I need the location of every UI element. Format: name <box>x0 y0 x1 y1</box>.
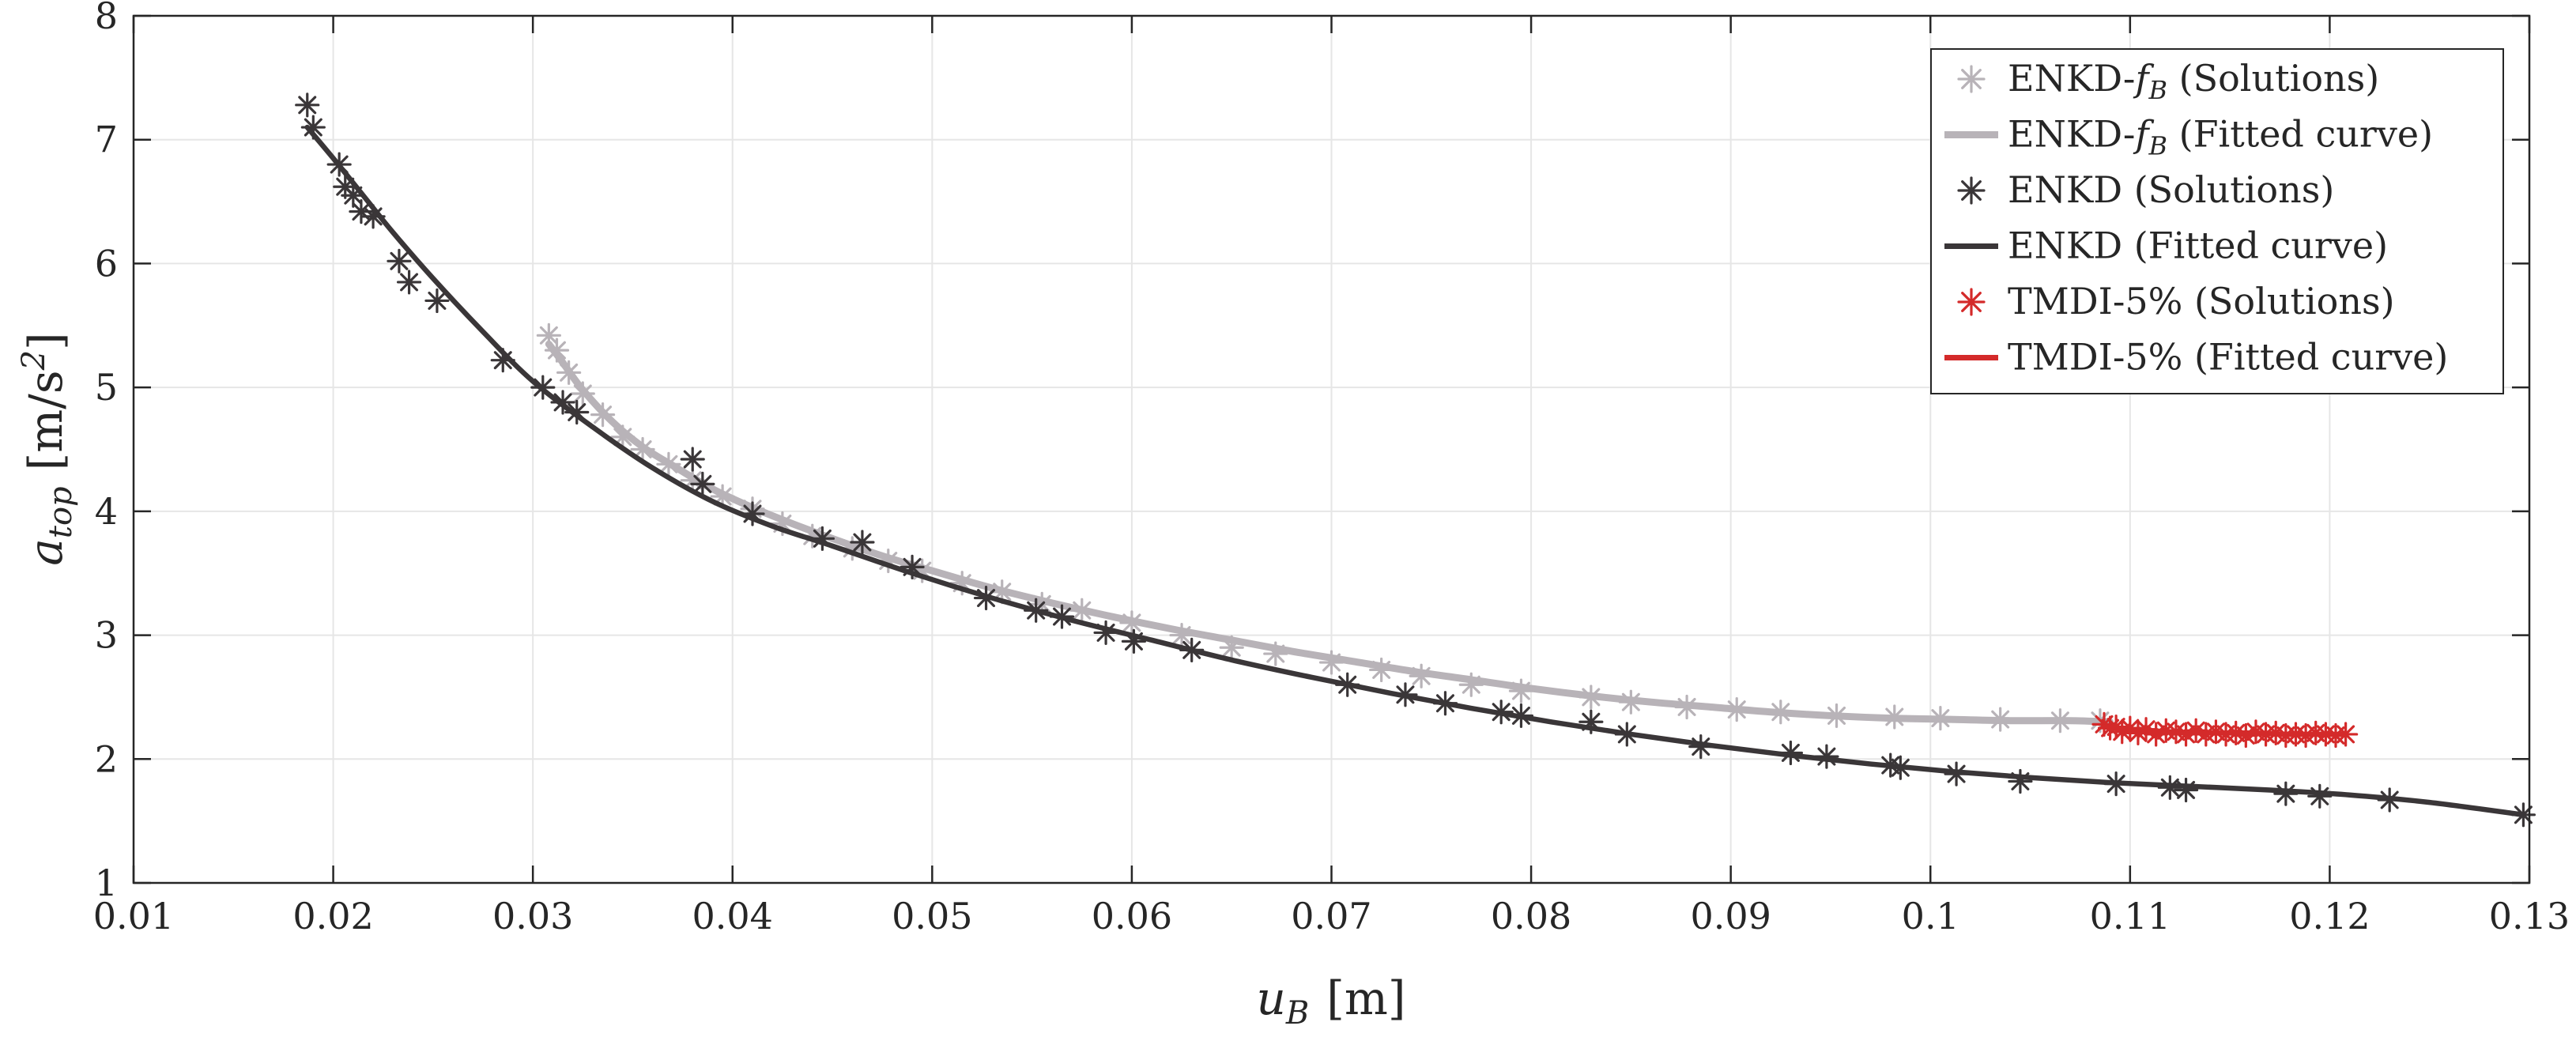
legend-label-text: ENKD- <box>2008 57 2135 100</box>
y-tick-label: 2 <box>95 737 118 780</box>
fitted-curve <box>2101 724 2348 737</box>
legend-label: ENKD (Solutions) <box>2008 168 2334 211</box>
legend-label: ENKD (Fitted curve) <box>2008 224 2388 267</box>
x-tick-label: 0.09 <box>1690 895 1771 937</box>
legend-marker-swatch <box>1957 176 1986 205</box>
x-axis-label: uB [m] <box>1256 971 1405 1032</box>
x-axis-symbol: u <box>1256 971 1285 1025</box>
solution-marker <box>690 471 715 496</box>
legend-label-text: TMDI-5% (Solutions) <box>2008 280 2395 322</box>
x-tick-label: 0.13 <box>2489 895 2570 937</box>
legend-label-subscript: B <box>2148 75 2168 105</box>
y-axis-unit-close: ] <box>19 332 73 350</box>
x-tick-label: 0.03 <box>492 895 573 937</box>
legend-marker-swatch <box>1957 288 1986 316</box>
x-tick-label: 0.12 <box>2289 895 2370 937</box>
y-axis-unit: [m/s <box>19 370 73 470</box>
solution-marker <box>2008 768 2033 794</box>
fitted-curve <box>304 124 2526 818</box>
legend-label: ENKD-fB (Fitted curve) <box>2008 113 2433 161</box>
x-tick-label: 0.02 <box>292 895 373 937</box>
tick-labels: 0.01 0.02 0.03 0.04 0.05 0.06 0.07 0.08 0.09 0.1 0… <box>93 0 2570 937</box>
legend-label-text: ENKD (Solutions) <box>2008 168 2334 211</box>
x-tick-label: 0.05 <box>892 895 972 937</box>
x-tick-label: 0.1 <box>1902 895 1959 937</box>
legend-marker-swatch <box>1957 65 1986 93</box>
x-tick-label: 0.06 <box>1092 895 1172 937</box>
series-enkd_fb-line <box>545 340 2114 726</box>
x-axis-subscript: B <box>1285 995 1309 1032</box>
y-tick-label: 3 <box>95 614 118 657</box>
y-axis-subscript: top <box>43 486 79 538</box>
series-layer <box>295 92 2536 828</box>
x-tick-label: 0.04 <box>692 895 773 937</box>
y-axis-symbol: a <box>19 538 73 566</box>
y-tick-label: 8 <box>95 0 118 37</box>
x-tick-label: 0.08 <box>1491 895 1571 937</box>
solution-marker <box>424 288 450 314</box>
legend-label-text: TMDI-5% (Fitted curve) <box>2008 336 2448 379</box>
solution-marker <box>2173 777 2199 803</box>
x-tick-label: 0.11 <box>2090 895 2171 937</box>
y-tick-label: 6 <box>95 242 118 285</box>
legend-label-suffix: (Solutions) <box>2167 57 2379 100</box>
y-tick-label: 1 <box>95 862 118 904</box>
y-axis-unit-exponent: 2 <box>16 350 52 371</box>
y-tick-label: 4 <box>95 490 118 533</box>
legend-label-text: ENKD (Fitted curve) <box>2008 224 2388 267</box>
legend-label-text: ENKD- <box>2008 113 2135 156</box>
legend-box <box>1930 48 2504 394</box>
solution-marker <box>295 92 320 118</box>
x-tick-label: 0.07 <box>1291 895 1371 937</box>
legend-label: TMDI-5% (Fitted curve) <box>2008 336 2448 379</box>
legend: ENKD-fB (Solutions) ENKD-fB (Fitted curve… <box>1930 48 2504 394</box>
x-tick-label: 0.01 <box>93 895 174 937</box>
legend-label: TMDI-5% (Solutions) <box>2008 280 2395 322</box>
solution-marker <box>396 270 422 295</box>
legend-label-suffix: (Fitted curve) <box>2167 113 2433 156</box>
solution-marker <box>2307 783 2333 809</box>
series-enkd-line <box>304 124 2526 818</box>
y-tick-label: 5 <box>95 366 118 409</box>
solution-marker <box>680 447 705 472</box>
y-tick-label: 7 <box>95 119 118 161</box>
legend-label: ENKD-fB (Solutions) <box>2008 57 2379 105</box>
solution-marker <box>850 530 875 555</box>
legend-label-subscript: B <box>2148 131 2168 161</box>
solution-marker <box>387 248 412 273</box>
fitted-curve <box>545 340 2114 726</box>
x-axis-unit: [m] <box>1326 971 1405 1025</box>
tick-marks <box>132 14 2531 884</box>
series-tmdi-line <box>2101 724 2348 737</box>
y-axis-label: atop [m/s2] <box>16 332 79 565</box>
